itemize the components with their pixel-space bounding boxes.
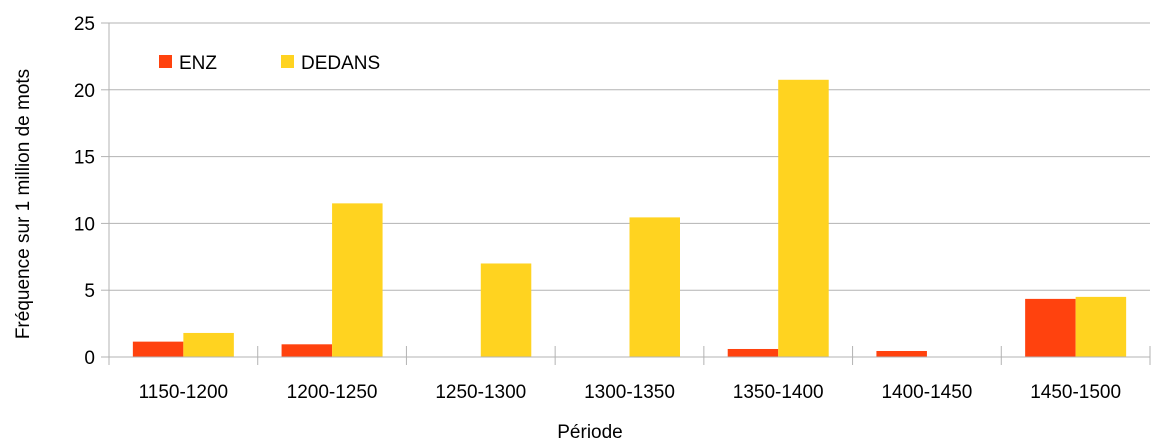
x-tick-label: 1300-1350: [584, 382, 675, 403]
legend-swatch-dedans: [281, 55, 294, 68]
bar-enz-1350-1400: [727, 348, 779, 357]
bar-dedans-1350-1400: [778, 79, 829, 357]
bars: [132, 79, 1127, 357]
bar-dedans-1200-1250: [332, 203, 383, 357]
y-tick-label: 10: [74, 214, 95, 235]
y-tick-label: 20: [74, 81, 95, 102]
legend: ENZ DEDANS: [159, 53, 380, 74]
bar-enz-1400-1450: [876, 350, 927, 357]
legend-label-dedans: DEDANS: [301, 53, 380, 74]
y-tick-label: 0: [84, 348, 95, 369]
legend-label-enz: ENZ: [179, 53, 217, 74]
bar-dedans-1150-1200: [183, 332, 234, 357]
y-axis-title: Fréquence sur 1 million de mots: [13, 69, 34, 339]
x-tick-label: 1400-1450: [881, 382, 972, 403]
y-tick-label: 15: [74, 148, 95, 169]
x-tick-label: 1250-1300: [435, 382, 526, 403]
bar-dedans-1250-1300: [480, 263, 532, 357]
bar-enz-1200-1250: [281, 344, 333, 357]
y-tick-label: 5: [84, 281, 95, 302]
x-tick-label: 1150-1200: [139, 382, 228, 403]
bar-enz-1150-1200: [132, 341, 184, 357]
x-tick-label: 1450-1500: [1030, 382, 1121, 403]
x-tick-label: 1200-1250: [287, 382, 378, 403]
gridlines: [109, 22, 1150, 291]
bar-dedans-1450-1500: [1075, 296, 1127, 357]
bar-enz-1450-1500: [1025, 298, 1076, 357]
bar-dedans-1300-1350: [629, 217, 680, 357]
tick-labels: 0 5 10 15 20 25 1150-1200 1200-1250 1250-1300 130…: [74, 14, 1121, 403]
x-axis-title: Période: [557, 422, 623, 441]
y-tick-label: 25: [74, 14, 95, 35]
legend-swatch-enz: [159, 55, 172, 68]
x-tick-label: 1350-1400: [733, 382, 824, 403]
axes: [101, 22, 1151, 365]
